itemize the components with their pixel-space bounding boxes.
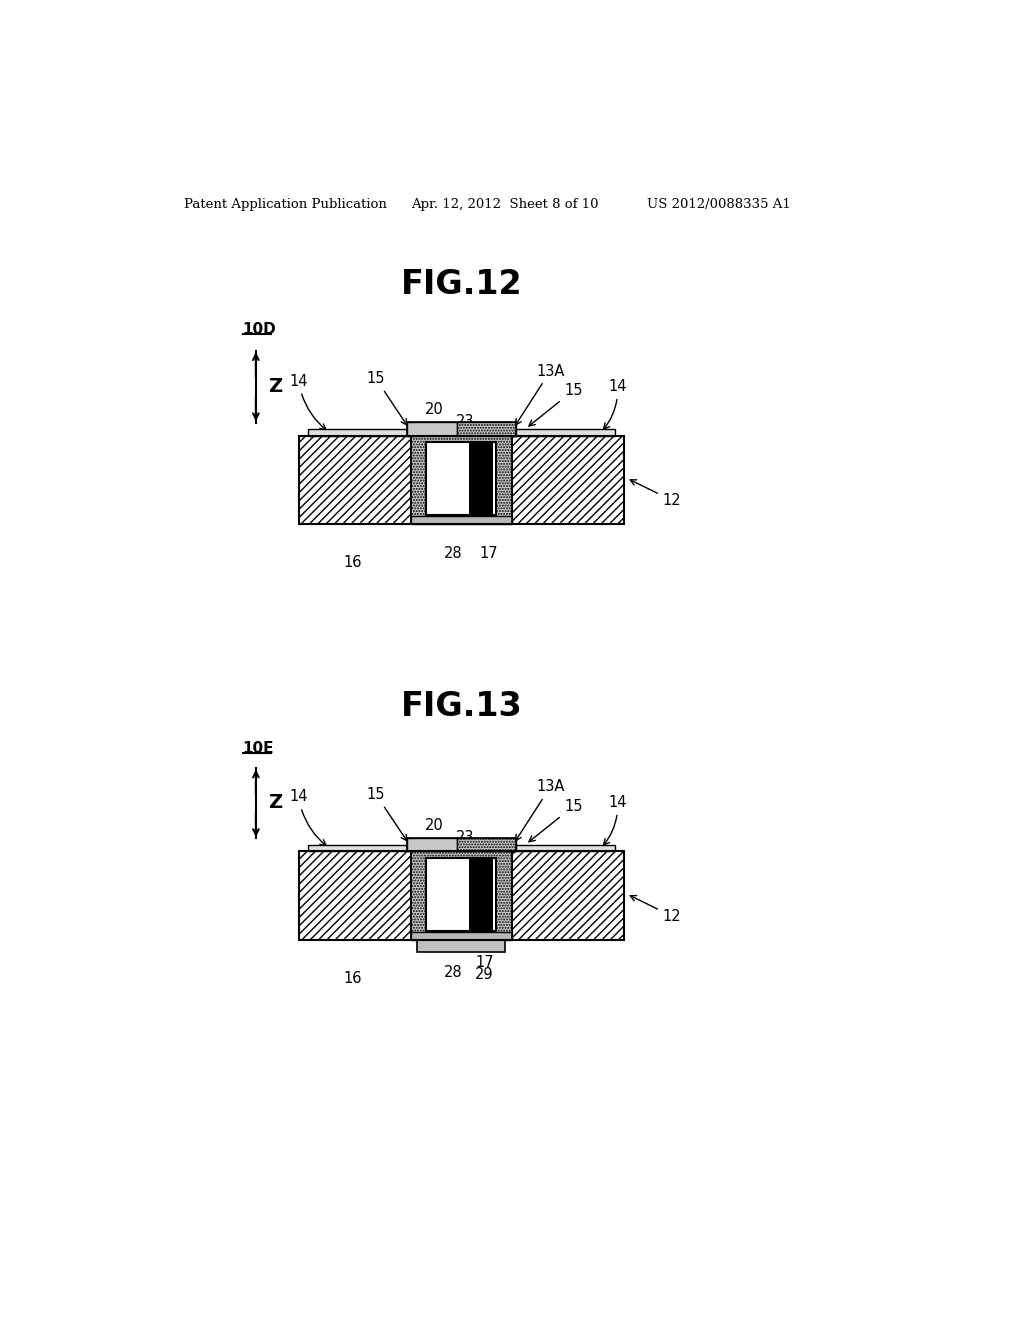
Text: FIG.12: FIG.12 <box>400 268 522 301</box>
Text: Z: Z <box>268 376 283 396</box>
Bar <box>411 851 512 940</box>
Bar <box>512 436 624 524</box>
Text: 15: 15 <box>367 787 407 841</box>
Text: 15: 15 <box>367 371 407 425</box>
Text: 13A: 13A <box>515 363 564 425</box>
Text: 28: 28 <box>444 965 463 979</box>
Text: 12: 12 <box>630 895 681 924</box>
Bar <box>407 838 458 851</box>
Bar <box>512 851 624 940</box>
Text: 12: 12 <box>630 479 681 508</box>
Bar <box>299 436 411 524</box>
Bar <box>411 851 512 940</box>
Text: 10E: 10E <box>243 742 274 756</box>
Bar <box>407 838 515 851</box>
Text: Apr. 12, 2012  Sheet 8 of 10: Apr. 12, 2012 Sheet 8 of 10 <box>411 198 598 211</box>
Text: 23: 23 <box>456 830 474 845</box>
Bar <box>469 442 493 515</box>
Text: Patent Application Publication: Patent Application Publication <box>183 198 387 211</box>
Bar <box>458 422 515 436</box>
Text: US 2012/0088335 A1: US 2012/0088335 A1 <box>647 198 791 211</box>
Text: 28: 28 <box>444 545 463 561</box>
Bar <box>458 838 515 851</box>
Bar <box>512 845 614 851</box>
Bar <box>512 429 614 436</box>
Text: 16: 16 <box>343 970 362 986</box>
Bar <box>308 429 411 436</box>
Text: 23: 23 <box>456 414 474 429</box>
Bar <box>299 851 624 940</box>
Text: 14: 14 <box>603 795 627 845</box>
Text: 14: 14 <box>290 789 326 846</box>
Text: 15: 15 <box>529 799 583 842</box>
Text: 10D: 10D <box>243 322 276 338</box>
Bar <box>426 442 496 515</box>
Bar <box>411 436 512 524</box>
Bar <box>426 858 496 931</box>
Text: 16: 16 <box>343 554 362 570</box>
Text: 29: 29 <box>475 966 494 982</box>
Text: 20: 20 <box>425 818 443 833</box>
Bar <box>417 940 506 952</box>
Text: 17: 17 <box>479 545 498 561</box>
Bar <box>407 422 458 436</box>
Bar <box>411 516 512 524</box>
Text: 14: 14 <box>603 379 627 429</box>
Bar <box>411 932 512 940</box>
Bar <box>299 851 411 940</box>
Text: 13A: 13A <box>515 779 564 841</box>
Text: 17: 17 <box>475 956 494 970</box>
Bar <box>308 845 411 851</box>
Text: 15: 15 <box>529 383 583 426</box>
Bar <box>469 858 493 931</box>
Text: 20: 20 <box>425 403 443 417</box>
Text: Z: Z <box>268 793 283 812</box>
Bar <box>299 436 624 524</box>
Text: 14: 14 <box>290 374 326 430</box>
Bar <box>411 436 512 524</box>
Bar <box>407 422 515 436</box>
Text: FIG.13: FIG.13 <box>400 689 522 723</box>
